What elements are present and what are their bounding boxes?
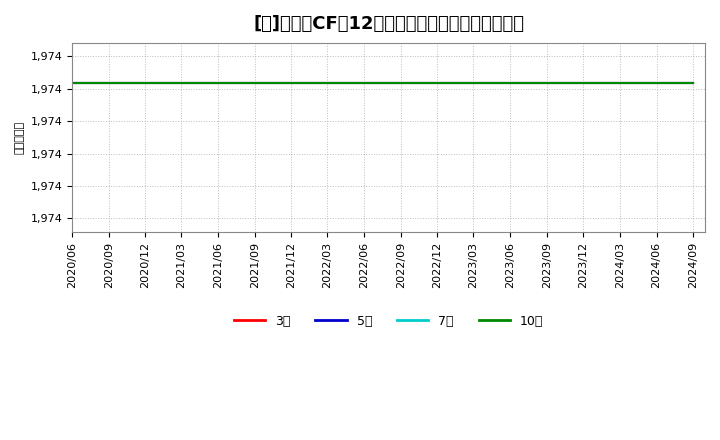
Legend: 3年, 5年, 7年, 10年: 3年, 5年, 7年, 10年: [229, 310, 549, 333]
Y-axis label: （百万円）: （百万円）: [15, 121, 25, 154]
Title: [砃]　営業CFだ12か月移動合計の標準偏差の推移: [砃] 営業CFだ12か月移動合計の標準偏差の推移: [253, 15, 524, 33]
